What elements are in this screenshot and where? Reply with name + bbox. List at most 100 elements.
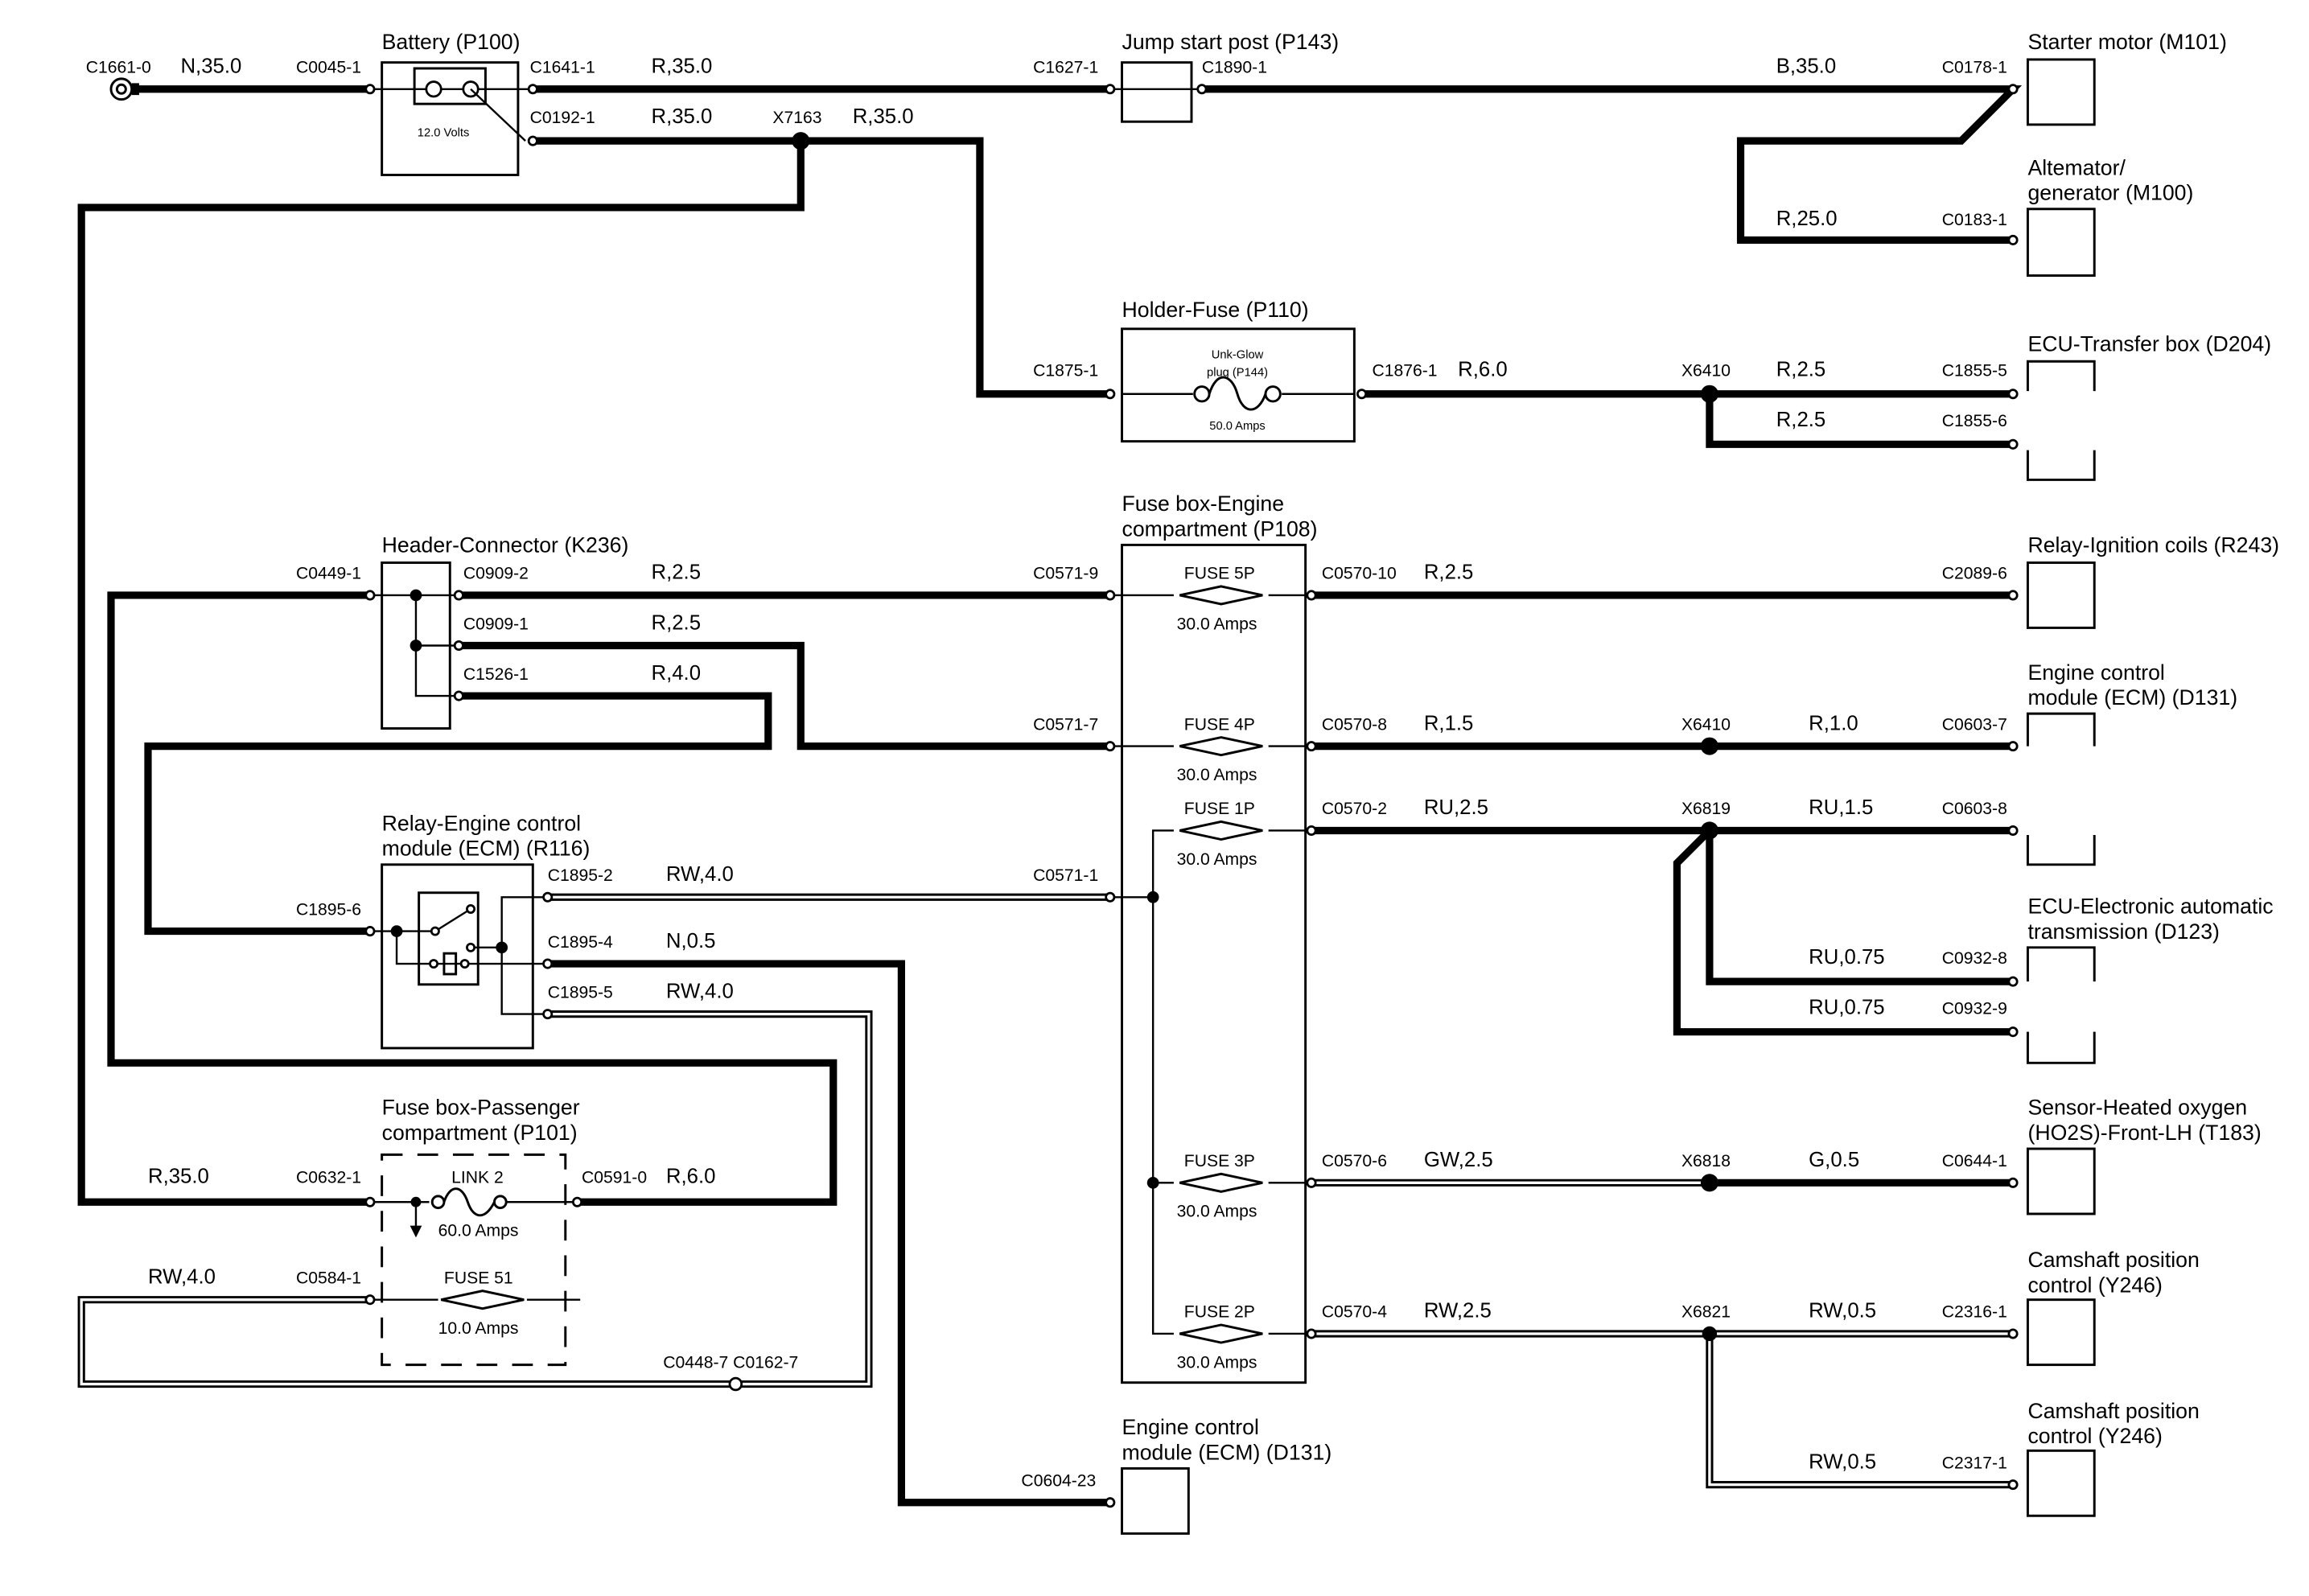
connector-pin-icon	[2007, 234, 2019, 245]
wire-label: RU,1.5	[1809, 796, 1873, 819]
fuse-name: FUSE 3P	[1184, 1152, 1255, 1170]
connector-pin-icon	[542, 891, 554, 903]
ecm-bottom-title-2: module (ECM) (D131)	[1122, 1440, 1332, 1464]
fuse-row: FUSE 3P 30.0 Amps	[1173, 1152, 1269, 1221]
connector-label: C0178-1	[1942, 59, 2007, 77]
wire-label: RW,4.0	[666, 863, 734, 886]
fuse-rating: 30.0 Amps	[1177, 615, 1257, 633]
wire-header-link	[107, 591, 838, 1206]
connector-pin-icon	[2007, 84, 2019, 95]
connector-label: C1895-4	[548, 933, 613, 952]
fuse-icon	[1179, 820, 1263, 841]
wire-label: R,1.5	[1424, 712, 1474, 734]
wire-label: R,6.0	[666, 1165, 716, 1187]
connector-pin-icon	[364, 1294, 376, 1306]
wire-ru075-a	[1706, 830, 2014, 985]
jump-start-post-p143: Jump start post (P143)	[1109, 30, 1339, 123]
cam1-title-1: Camshaft position	[2027, 1248, 2199, 1272]
ground-arrow-icon	[410, 1225, 422, 1238]
wire-label: G,0.5	[1809, 1149, 1859, 1171]
relay-ignition-title: Relay-Ignition coils (R243)	[2027, 533, 2279, 557]
fusible-link-icon	[1192, 376, 1282, 411]
alternator-title-1: Altemator/	[2027, 155, 2126, 179]
splice-label: X7163	[772, 109, 821, 127]
connector-pin-icon	[571, 1196, 583, 1207]
header-connector-k236: Header-Connector (K236)	[369, 533, 628, 730]
connector-label: C1526-1	[463, 665, 529, 684]
fuse-box-passenger-p101: Fuse box-Passenger compartment (P101) LI…	[369, 1096, 581, 1367]
ecm-d131-right: Engine control module (ECM) (D131)	[2026, 660, 2237, 866]
connector-label: C1890-1	[1202, 59, 1267, 77]
connector-label: C0932-9	[1942, 1000, 2007, 1018]
relay-ecm-title-2: module (ECM) (R116)	[382, 837, 591, 861]
fuse-rating: 30.0 Amps	[1177, 1353, 1257, 1372]
fuse-row: FUSE 2P 30.0 Amps	[1173, 1303, 1269, 1372]
wire-label: RW,4.0	[148, 1265, 216, 1288]
splice-label: X6410	[1681, 362, 1731, 380]
wires	[77, 85, 2023, 1507]
connector-label: C0570-4	[1322, 1303, 1387, 1322]
ecu-transmission-d123: ECU-Electronic automatic transmission (D…	[2026, 895, 2274, 1064]
connector-pin-icon	[2007, 1479, 2019, 1491]
connector-pin-icon	[527, 84, 538, 95]
wire-label: N,35.0	[180, 56, 241, 78]
connector-label: C1641-1	[530, 59, 595, 77]
ecm-right-title-1: Engine control	[2027, 660, 2164, 685]
wire-label: N,0.5	[666, 930, 716, 952]
wire-label: RU,0.75	[1809, 946, 1884, 969]
connector-label: C0632-1	[296, 1168, 361, 1187]
relay-ecm-r116: Relay-Engine control module (ECM) (R116)	[369, 811, 591, 1050]
connector-label: C1855-6	[1942, 412, 2007, 430]
wire-label: R,2.5	[1776, 409, 1826, 431]
connector-label: C0449-1	[296, 565, 361, 583]
wire-label: R,6.0	[1458, 359, 1508, 381]
connector-pin-icon	[1105, 590, 1116, 601]
fuse-box-engine-p108: Fuse box-Engine compartment (P108) FUSE …	[1109, 492, 1318, 1384]
wire-label: R,35.0	[651, 56, 712, 78]
wire-label: R,2.5	[1776, 359, 1826, 381]
splice-labels: X7163 X6410 X6410 X6819 X6818 X6821	[772, 109, 1731, 1322]
connector-label: C0192-1	[530, 109, 595, 127]
fuse-box-engine-title-1: Fuse box-Engine	[1122, 492, 1285, 516]
fuse-box-engine-title-2: compartment (P108)	[1122, 516, 1318, 541]
battery-title: Battery (P100)	[382, 30, 521, 54]
alternator-title-2: generator (M100)	[2027, 181, 2193, 205]
fuse-rating: 30.0 Amps	[1177, 1203, 1257, 1221]
connector-pin-icon	[364, 590, 376, 601]
fuse-name: FUSE 5P	[1184, 565, 1255, 583]
splice-label: X6821	[1681, 1303, 1731, 1322]
link2-rating: 60.0 Amps	[438, 1222, 519, 1240]
ecu-trans-title-1: ECU-Electronic automatic	[2027, 895, 2273, 919]
wire-label: RU,2.5	[1424, 796, 1488, 819]
connector-label: C1855-5	[1942, 362, 2007, 380]
relay-ecm-title-1: Relay-Engine control	[382, 811, 581, 835]
fuse-name: FUSE 1P	[1184, 800, 1255, 818]
splice-dot-x6818	[1700, 1174, 1718, 1192]
battery-p100: Battery (P100) 12.0 Volts	[369, 30, 533, 176]
ecu-transfer-title: ECU-Transfer box (D204)	[2027, 331, 2271, 356]
alternator-m100: Altemator/ generator (M100)	[2026, 155, 2193, 278]
wire-r25-transfer	[1706, 393, 2014, 448]
wire-label: R,1.0	[1809, 712, 1858, 734]
connector-pin-icon	[1105, 741, 1116, 752]
connector-pin-icon	[542, 1009, 554, 1020]
connector-label: C0591-0	[582, 1168, 647, 1187]
ecu-transfer-box-d204: ECU-Transfer box (D204)	[2026, 331, 2271, 481]
fuse-icon	[438, 1290, 527, 1310]
holder-fuse-label-1: Unk-Glow	[1212, 349, 1264, 362]
o2-title-1: Sensor-Heated oxygen	[2027, 1096, 2247, 1120]
battery-negative-icon	[425, 80, 442, 98]
connector-pin-icon	[542, 958, 554, 969]
connector-pin-icon	[453, 590, 464, 601]
camshaft-y246-1: Camshaft position control (Y246)	[2026, 1248, 2200, 1367]
connector-pin-icon	[2007, 389, 2019, 400]
fuse-icon	[1179, 1172, 1263, 1193]
connector-label: C0604-23	[1021, 1471, 1096, 1490]
connector-label: C1627-1	[1033, 59, 1098, 77]
connector-pin-icon	[364, 1196, 376, 1207]
connector-labels: C1661-0 C0045-1 C1641-1 C1627-1 C1890-1 …	[86, 59, 2007, 1491]
connector-pin-icon	[2007, 976, 2019, 987]
inline-connector-icon	[728, 1376, 743, 1392]
